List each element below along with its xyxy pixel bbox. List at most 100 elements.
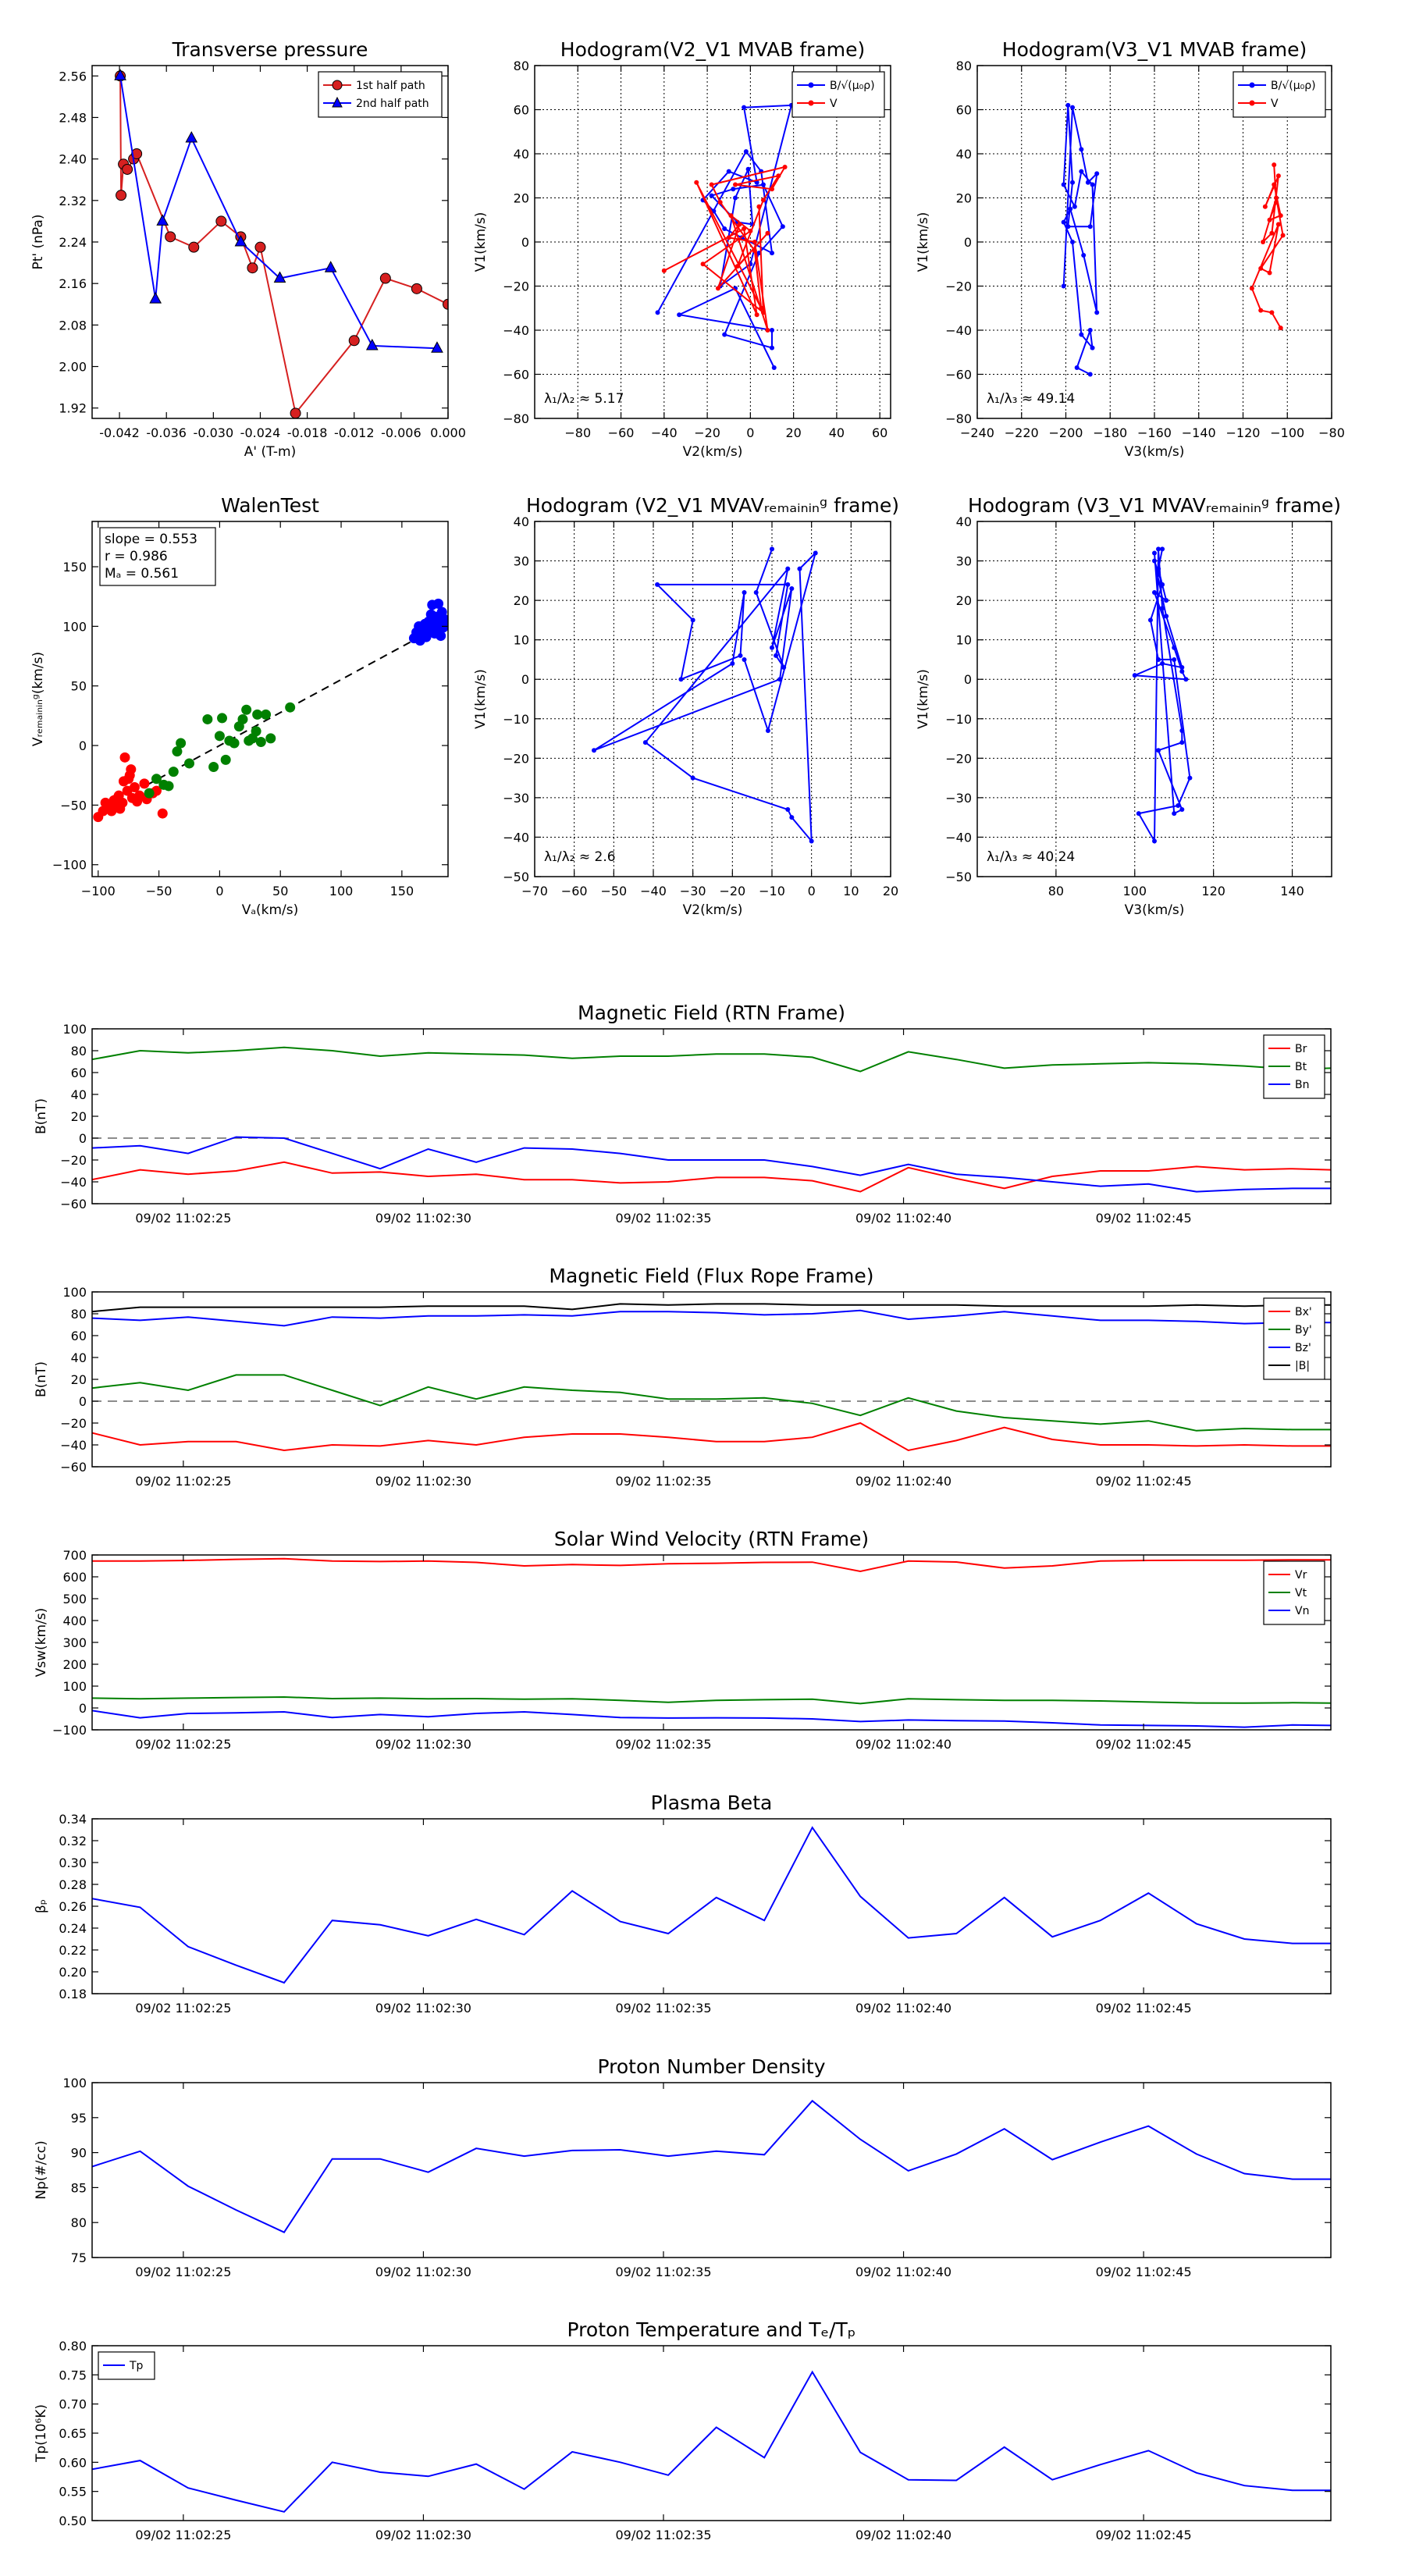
data-point bbox=[1079, 169, 1084, 174]
y-tick-label: −40 bbox=[503, 830, 529, 845]
y-tick-label: −50 bbox=[60, 798, 87, 813]
series-s2 bbox=[408, 598, 448, 646]
x-tick-label: 50 bbox=[272, 884, 288, 898]
legend-marker bbox=[808, 100, 814, 106]
data-point bbox=[694, 180, 699, 185]
data-point bbox=[1136, 811, 1141, 817]
data-point bbox=[742, 105, 747, 110]
data-point bbox=[765, 328, 770, 333]
data-point bbox=[185, 131, 198, 143]
data-point bbox=[748, 228, 753, 233]
data-point bbox=[1274, 195, 1279, 201]
y-tick-label: 20 bbox=[956, 593, 972, 608]
chart-title: WalenTest bbox=[221, 494, 319, 517]
chart-title: Plasma Beta bbox=[651, 1791, 773, 1814]
x-axis-label: A' (T-m) bbox=[244, 444, 297, 460]
y-tick-label: 40 bbox=[514, 147, 529, 162]
legend: B/√(μ₀ρ) V bbox=[791, 71, 885, 118]
data-point bbox=[1070, 240, 1076, 244]
x-tick-label: 150 bbox=[390, 884, 414, 898]
chart-title: Magnetic Field (Flux Rope Frame) bbox=[549, 1265, 873, 1287]
series-s0 bbox=[93, 752, 168, 823]
data-point bbox=[184, 758, 195, 769]
legend-label: |B| bbox=[1295, 1360, 1310, 1372]
legend-label: Vn bbox=[1295, 1605, 1309, 1617]
series-s0 bbox=[92, 1826, 1331, 1984]
data-point bbox=[1156, 566, 1161, 571]
data-point bbox=[229, 738, 240, 749]
y-axis-label: Np(#/cc) bbox=[34, 2140, 49, 2199]
y-tick-label: 0.28 bbox=[59, 1877, 87, 1892]
data-point bbox=[745, 166, 751, 172]
x-tick-label: 20 bbox=[883, 884, 898, 898]
y-tick-label: 40 bbox=[71, 1350, 87, 1365]
y-tick-label: −40 bbox=[60, 1438, 87, 1453]
x-tick-label: 09/02 11:02:25 bbox=[135, 1737, 231, 1752]
x-tick-label: −80 bbox=[564, 425, 591, 440]
series-By bbox=[92, 1374, 1331, 1432]
y-tick-label: 10 bbox=[514, 633, 529, 648]
series-Br bbox=[92, 1161, 1331, 1193]
y-tick-label: 2.56 bbox=[59, 69, 87, 84]
data-point bbox=[255, 736, 266, 747]
data-point bbox=[1172, 811, 1177, 817]
legend-label: Bz' bbox=[1295, 1342, 1311, 1354]
series-1sthalfpath bbox=[115, 70, 448, 418]
data-point bbox=[379, 272, 391, 284]
legend-label: Bn bbox=[1295, 1079, 1309, 1091]
y-tick-label: 60 bbox=[71, 1066, 87, 1080]
data-point bbox=[715, 286, 720, 291]
data-point bbox=[642, 740, 648, 745]
series-s0 bbox=[592, 546, 818, 844]
series-Vr bbox=[92, 1557, 1331, 1573]
series-V bbox=[1249, 162, 1286, 331]
data-point bbox=[738, 653, 743, 658]
data-point bbox=[151, 774, 162, 785]
y-tick-label: 200 bbox=[62, 1657, 87, 1672]
x-tick-label: 09/02 11:02:35 bbox=[615, 1211, 711, 1226]
y-axis-label: Vᵣₑₘₐᵢₙᵢₙᵍ(km/s) bbox=[30, 652, 46, 746]
y-tick-label: −20 bbox=[503, 279, 529, 294]
data-point bbox=[1156, 656, 1161, 662]
x-tick-label: 09/02 11:02:45 bbox=[1096, 2528, 1192, 2542]
data-point bbox=[1179, 728, 1185, 733]
legend-box bbox=[791, 71, 885, 118]
y-tick-label: 700 bbox=[62, 1548, 87, 1563]
y-tick-label: −40 bbox=[945, 323, 972, 338]
data-point bbox=[756, 204, 762, 209]
y-tick-label: 0 bbox=[79, 1131, 87, 1146]
legend-label: 2nd half path bbox=[356, 98, 429, 110]
data-point bbox=[1061, 283, 1066, 289]
x-tick-label: -0.012 bbox=[334, 425, 375, 440]
axes-frame bbox=[976, 521, 1332, 877]
data-point bbox=[677, 312, 682, 318]
chart-h4: Hodogram (V3_V1 MVAVᵣₑₘₐᵢₙᵢₙᵍ frame) 80 10… bbox=[916, 494, 1341, 918]
data-point bbox=[114, 69, 126, 80]
x-tick-label: 09/02 11:02:45 bbox=[1096, 1737, 1192, 1752]
y-tick-label: 80 bbox=[956, 59, 972, 73]
data-point bbox=[742, 590, 747, 595]
legend-box bbox=[318, 71, 443, 118]
data-point bbox=[813, 550, 818, 556]
data-point bbox=[234, 234, 247, 247]
data-point bbox=[149, 292, 162, 304]
x-tick-label: −100 bbox=[1270, 425, 1304, 440]
data-point bbox=[1269, 310, 1275, 315]
data-point bbox=[709, 182, 714, 187]
chart-h1: Hodogram(V2_V1 MVAB frame) −80 −60 −40 −20 0 2… bbox=[473, 38, 891, 460]
data-point bbox=[753, 590, 759, 595]
y-tick-label: 30 bbox=[514, 554, 529, 569]
data-point bbox=[1087, 372, 1093, 377]
y-axis-label: V1(km/s) bbox=[916, 212, 931, 272]
y-tick-label: 100 bbox=[62, 1285, 87, 1300]
y-tick-label: 0 bbox=[521, 235, 529, 250]
chart-np: Proton Number Density 09/02 11:02:25 09/02… bbox=[34, 2055, 1332, 2279]
legend: Vr Vt Vn bbox=[1263, 1560, 1325, 1625]
data-point bbox=[726, 235, 731, 240]
series-line bbox=[92, 1046, 1331, 1073]
data-point bbox=[1079, 332, 1084, 337]
data-point bbox=[735, 264, 740, 269]
data-point bbox=[1261, 240, 1266, 244]
data-point bbox=[809, 838, 814, 844]
legend-marker bbox=[808, 82, 814, 88]
